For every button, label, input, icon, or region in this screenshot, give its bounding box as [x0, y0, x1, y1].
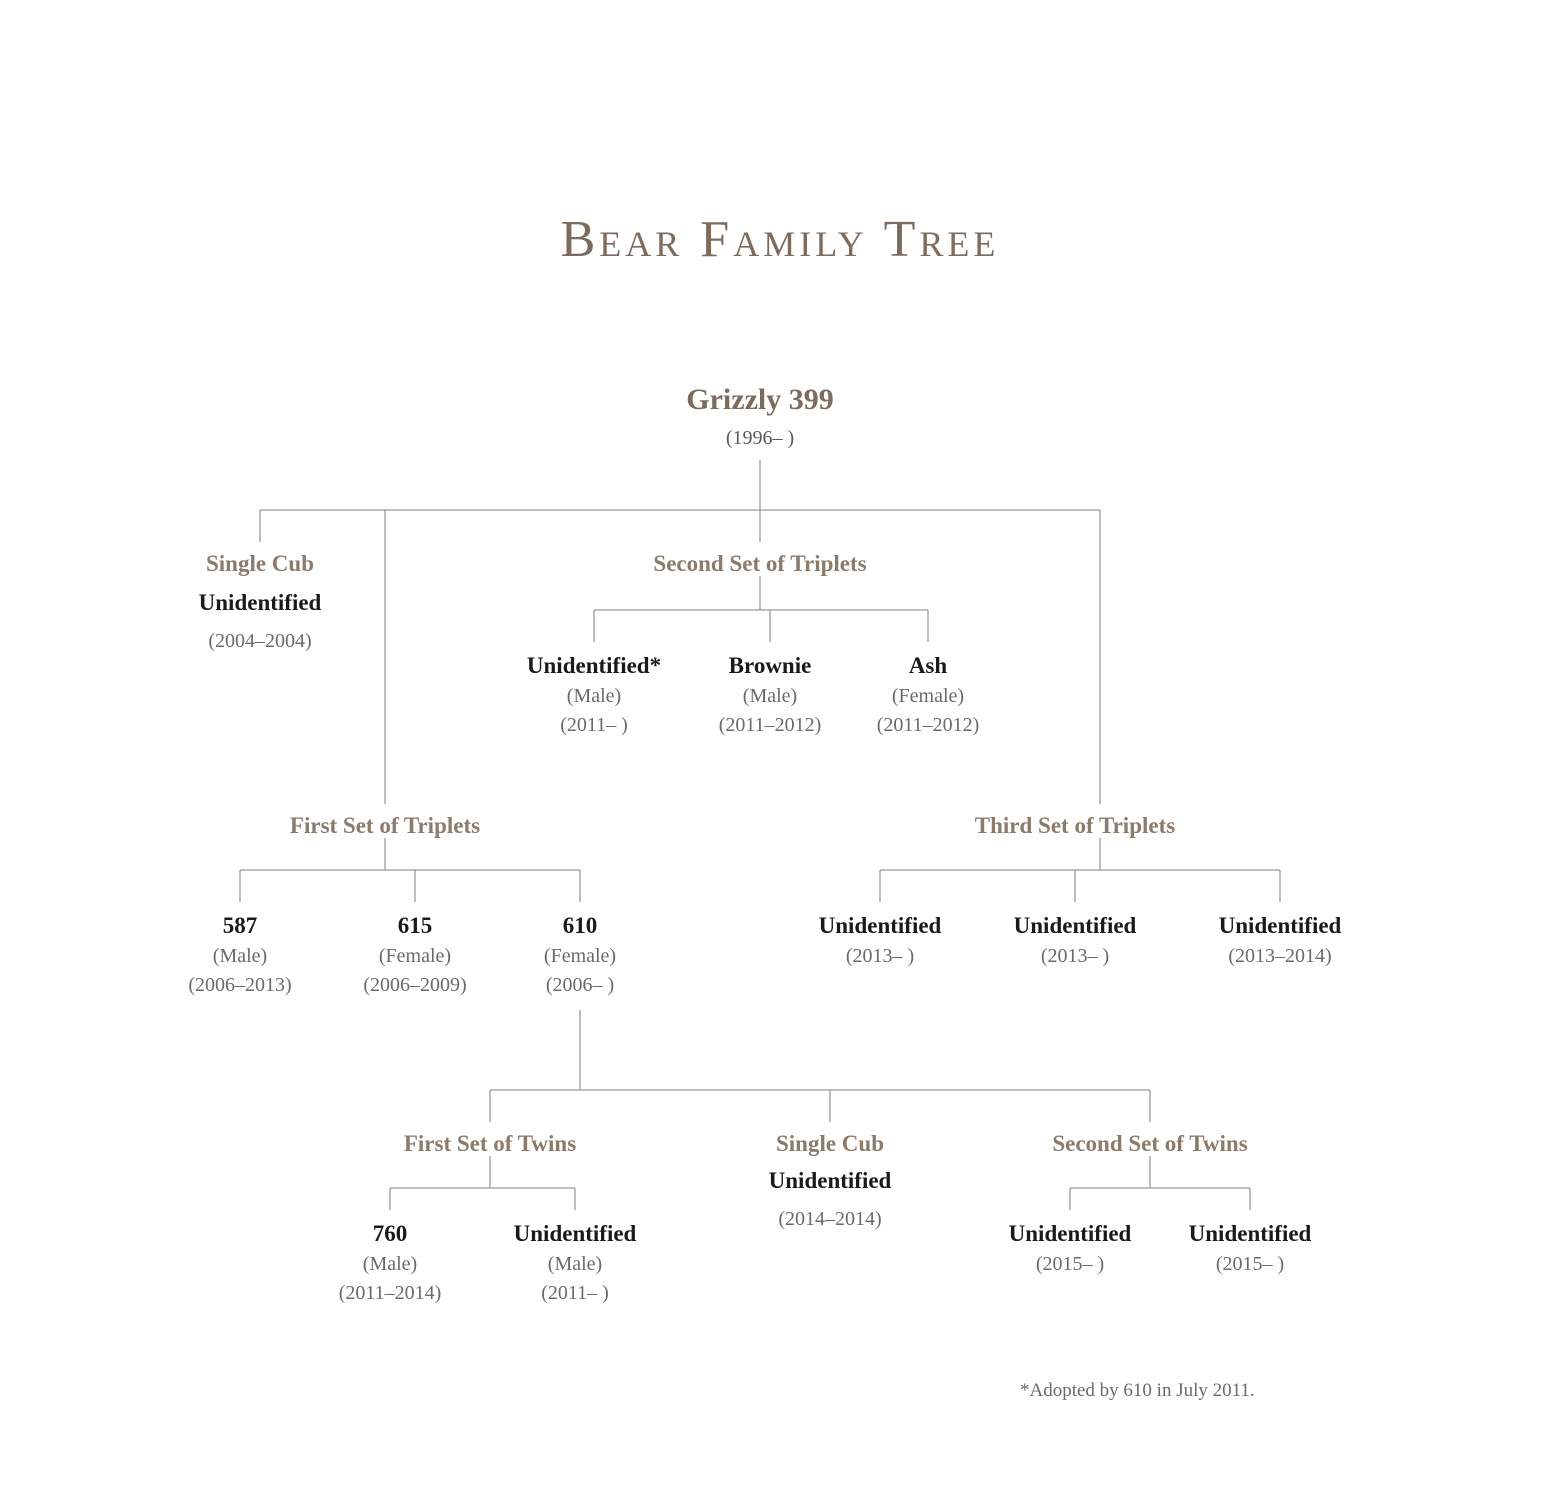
root-years: (1996– ): [686, 425, 833, 452]
group-label: Single Cub: [199, 548, 322, 579]
second-triplets-member-2: Ash (Female) (2011–2012): [877, 648, 980, 739]
group-label: Second Set of Twins: [1052, 1128, 1247, 1159]
root-name: Grizzly 399: [686, 380, 833, 421]
bear-sex: (Male): [527, 683, 661, 710]
bear-name: Ash: [877, 650, 980, 681]
third-triplets-label: Third Set of Triplets: [975, 810, 1175, 841]
second-triplets-member-1: Brownie (Male) (2011–2012): [719, 648, 822, 739]
first-triplets-member-2: 610 (Female) (2006– ): [544, 908, 616, 999]
first-twins-member-0: 760 (Male) (2011–2014): [339, 1216, 442, 1307]
second-twins-label: Second Set of Twins: [1052, 1128, 1247, 1159]
first-triplets-label: First Set of Triplets: [290, 810, 480, 841]
bear-name: Unidentified: [769, 1165, 892, 1196]
tree-canvas: Bear Family Tree Grizzly 399 (1996– ) Si…: [0, 0, 1560, 1502]
bear-years: (2011– ): [527, 712, 661, 739]
bear-years: (2004–2004): [199, 628, 322, 655]
bear-sex: (Male): [514, 1251, 637, 1278]
single-cub-2: Single Cub Unidentified (2014–2014): [769, 1128, 892, 1233]
bear-sex: (Female): [877, 683, 980, 710]
bear-sex: (Male): [719, 683, 822, 710]
first-triplets-member-0: 587 (Male) (2006–2013): [188, 908, 291, 999]
first-triplets-member-1: 615 (Female) (2006–2009): [363, 908, 466, 999]
bear-years: (2014–2014): [769, 1206, 892, 1233]
bear-name: Unidentified*: [527, 650, 661, 681]
bear-sex: (Female): [363, 943, 466, 970]
bear-years: (2013–2014): [1219, 943, 1342, 970]
bear-name: Brownie: [719, 650, 822, 681]
group-label: Single Cub: [769, 1128, 892, 1159]
first-twins-label: First Set of Twins: [404, 1128, 576, 1159]
third-triplets-member-0: Unidentified (2013– ): [819, 908, 942, 970]
root-node: Grizzly 399 (1996– ): [686, 380, 833, 452]
bear-name: 615: [363, 910, 466, 941]
bear-name: Unidentified: [514, 1218, 637, 1249]
second-triplets-member-0: Unidentified* (Male) (2011– ): [527, 648, 661, 739]
bear-years: (2013– ): [819, 943, 942, 970]
group-label: Third Set of Triplets: [975, 810, 1175, 841]
bear-sex: (Male): [188, 943, 291, 970]
bear-years: (2015– ): [1189, 1251, 1312, 1278]
bear-years: (2011–2012): [719, 712, 822, 739]
bear-name: Unidentified: [199, 587, 322, 618]
bear-years: (2006–2009): [363, 972, 466, 999]
bear-name: Unidentified: [1219, 910, 1342, 941]
third-triplets-member-2: Unidentified (2013–2014): [1219, 908, 1342, 970]
bear-name: Unidentified: [1014, 910, 1137, 941]
second-twins-member-0: Unidentified (2015– ): [1009, 1216, 1132, 1278]
bear-years: (2011–2014): [339, 1280, 442, 1307]
bear-years: (2006–2013): [188, 972, 291, 999]
second-twins-member-1: Unidentified (2015– ): [1189, 1216, 1312, 1278]
bear-years: (2006– ): [544, 972, 616, 999]
bear-name: Unidentified: [819, 910, 942, 941]
bear-years: (2011– ): [514, 1280, 637, 1307]
bear-name: Unidentified: [1189, 1218, 1312, 1249]
second-triplets-label: Second Set of Triplets: [653, 548, 866, 579]
bear-years: (2015– ): [1009, 1251, 1132, 1278]
bear-name: 587: [188, 910, 291, 941]
bear-name: Unidentified: [1009, 1218, 1132, 1249]
bear-years: (2013– ): [1014, 943, 1137, 970]
bear-name: 760: [339, 1218, 442, 1249]
group-label: First Set of Twins: [404, 1128, 576, 1159]
group-label: Second Set of Triplets: [653, 548, 866, 579]
bear-sex: (Female): [544, 943, 616, 970]
bear-name: 610: [544, 910, 616, 941]
bear-years: (2011–2012): [877, 712, 980, 739]
page-title: Bear Family Tree: [0, 210, 1560, 269]
bear-sex: (Male): [339, 1251, 442, 1278]
single-cub-1: Single Cub Unidentified (2004–2004): [199, 548, 322, 655]
first-twins-member-1: Unidentified (Male) (2011– ): [514, 1216, 637, 1307]
third-triplets-member-1: Unidentified (2013– ): [1014, 908, 1137, 970]
footnote: *Adopted by 610 in July 2011.: [1020, 1380, 1255, 1402]
group-label: First Set of Triplets: [290, 810, 480, 841]
